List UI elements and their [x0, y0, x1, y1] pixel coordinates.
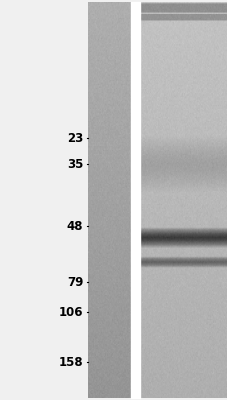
Text: 23: 23	[67, 132, 83, 144]
Text: 106: 106	[59, 306, 83, 318]
Text: 35: 35	[67, 158, 83, 170]
Text: 79: 79	[67, 276, 83, 288]
Text: 48: 48	[67, 220, 83, 232]
Text: 158: 158	[58, 356, 83, 368]
